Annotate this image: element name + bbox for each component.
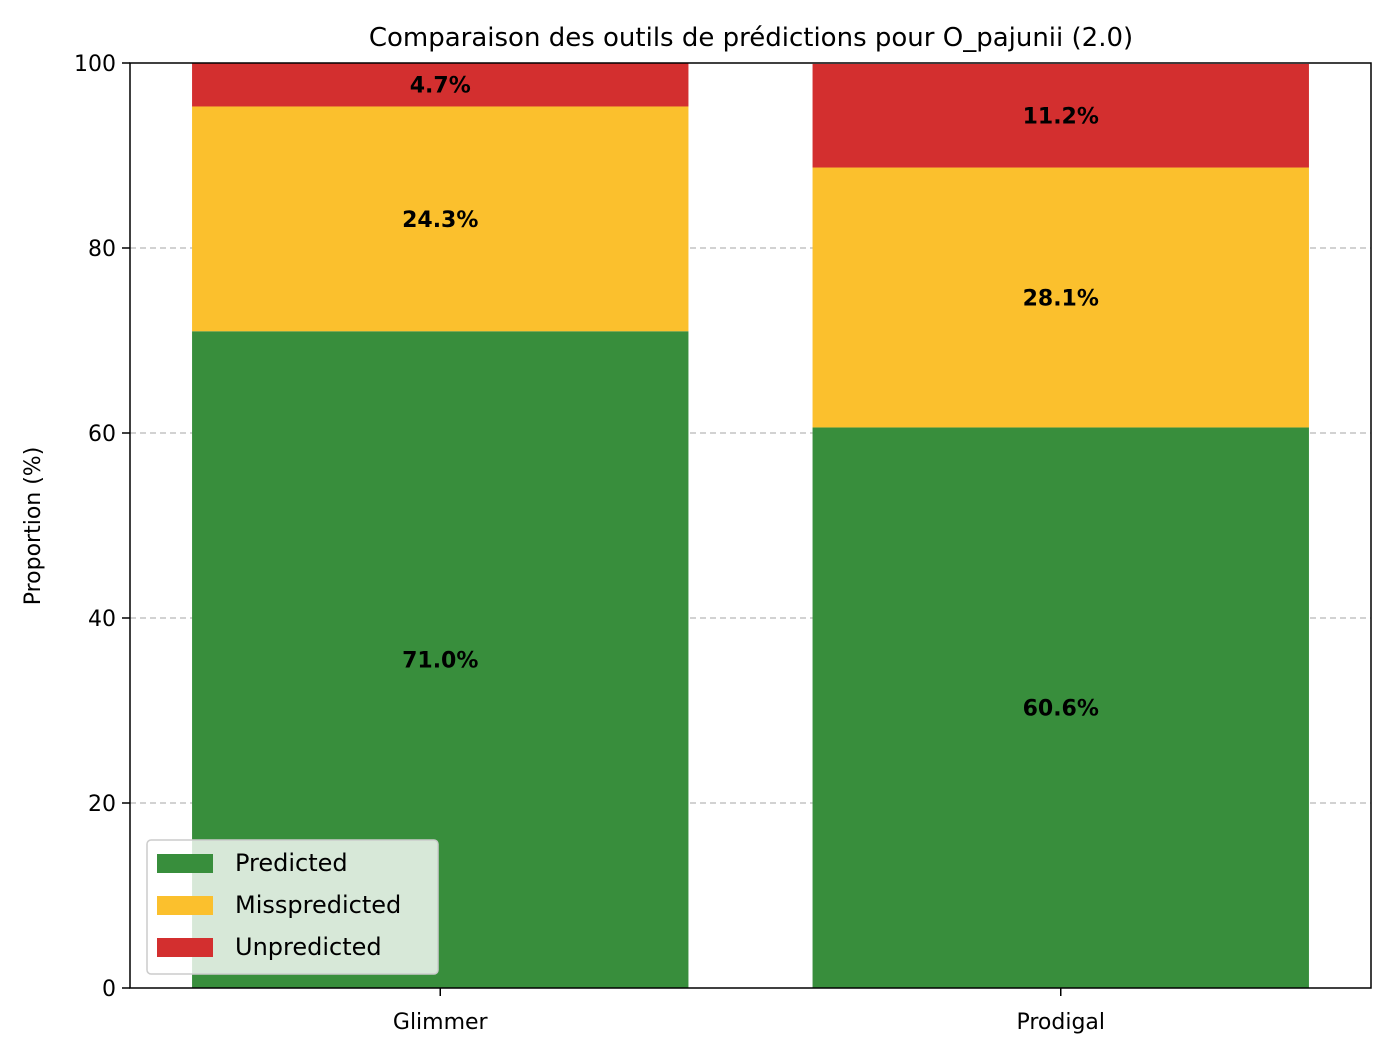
y-tick-label-40: 40 (88, 607, 116, 632)
y-tick-label-80: 80 (88, 237, 116, 262)
legend-box (146, 839, 439, 975)
y-axis-label: Proportion (%) (21, 447, 46, 606)
bar-prodigal-unpredicted (812, 63, 1309, 168)
data-label-prodigal-misspredicted: 28.1% (1023, 286, 1099, 311)
legend-label-unpredicted: Unpredicted (235, 933, 382, 961)
y-tick-label-60: 60 (88, 422, 116, 447)
bar-glimmer-unpredicted (192, 63, 689, 107)
legend-swatch-misspredicted (157, 896, 213, 915)
data-label-glimmer-unpredicted: 4.7% (410, 74, 471, 99)
bar-glimmer-misspredicted (192, 106, 689, 332)
legend-swatch-predicted (157, 854, 213, 873)
data-label-prodigal-unpredicted: 11.2% (1023, 105, 1099, 130)
legend-label-misspredicted: Misspredicted (235, 891, 401, 919)
bar-prodigal-predicted (812, 427, 1309, 988)
data-label-prodigal-predicted: 60.6% (1023, 697, 1099, 722)
data-label-glimmer-predicted: 71.0% (402, 649, 478, 674)
y-tick-label-20: 20 (88, 792, 116, 817)
data-labels: 71.0% 24.3% 4.7% 60.6% 28.1% 11.2% (402, 74, 1099, 722)
x-tick-label-glimmer: Glimmer (393, 1010, 489, 1035)
legend-swatch-unpredicted (157, 938, 213, 957)
bar-prodigal-misspredicted (812, 167, 1309, 428)
y-tick-label-100: 100 (74, 52, 116, 77)
axes: Glimmer Prodigal 0 20 40 60 80 100 (74, 52, 1105, 1035)
x-tick-label-prodigal: Prodigal (1016, 1010, 1105, 1035)
bars (192, 63, 1309, 988)
chart-title: Comparaison des outils de prédictions po… (369, 23, 1133, 53)
y-tick-label-0: 0 (102, 977, 116, 1002)
plot-frame (129, 62, 1372, 989)
legend: Predicted Misspredicted Unpredicted (146, 839, 439, 975)
legend-label-predicted: Predicted (235, 849, 348, 877)
data-label-glimmer-misspredicted: 24.3% (402, 208, 478, 233)
